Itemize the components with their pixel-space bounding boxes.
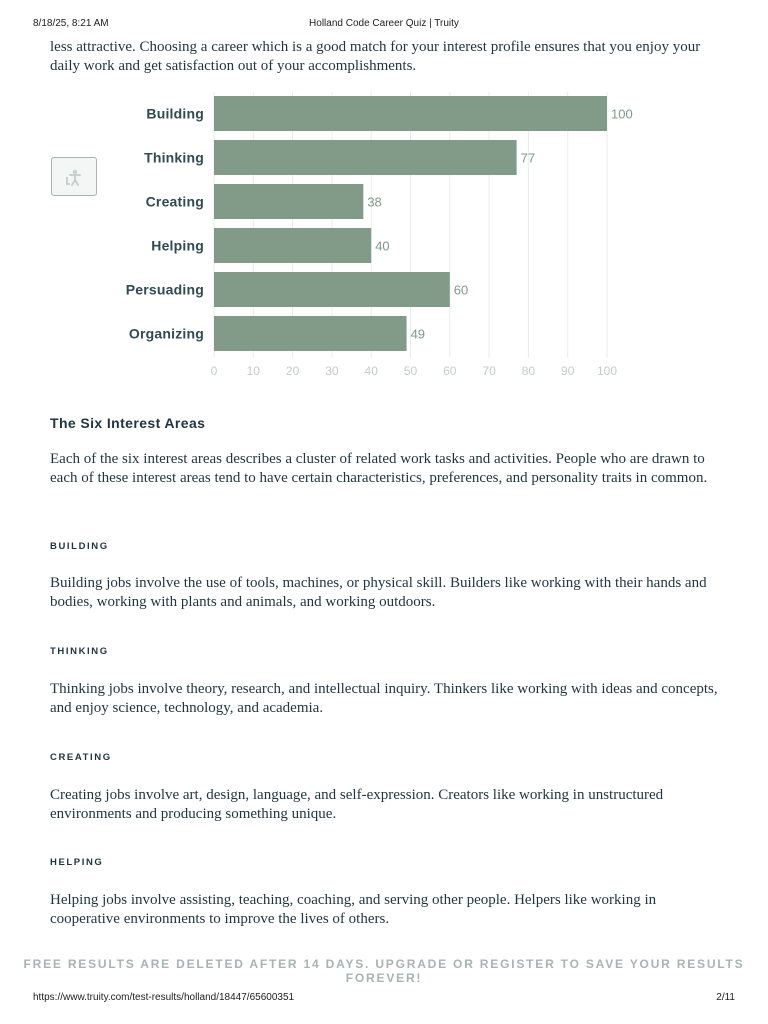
bar-persuading bbox=[214, 272, 450, 307]
save-results-banner[interactable]: FREE RESULTS ARE DELETED AFTER 14 DAYS. … bbox=[23, 957, 745, 985]
accessibility-icon bbox=[66, 169, 81, 186]
x-tick-label: 90 bbox=[561, 364, 575, 378]
category-label-helping: Helping bbox=[151, 238, 204, 254]
bar-helping bbox=[214, 228, 372, 263]
accessibility-button[interactable] bbox=[51, 157, 97, 196]
x-tick-label: 80 bbox=[522, 364, 536, 378]
x-tick-label: 60 bbox=[443, 364, 457, 378]
area-text-thinking: Thinking jobs involve theory, research, … bbox=[50, 681, 718, 716]
bar-building bbox=[214, 96, 607, 131]
x-tick-label: 40 bbox=[365, 364, 379, 378]
print-footer: https://www.truity.com/test-results/holl… bbox=[33, 992, 735, 1006]
print-url: https://www.truity.com/test-results/holl… bbox=[33, 992, 295, 1003]
area-text-building: Building jobs involve the use of tools, … bbox=[50, 575, 707, 610]
x-tick-label: 10 bbox=[247, 364, 261, 378]
section-intro: Each of the six interest areas describes… bbox=[50, 451, 708, 486]
category-label-persuading: Persuading bbox=[126, 282, 204, 298]
bar-thinking bbox=[214, 140, 517, 175]
print-datetime: 8/18/25, 8:21 AM bbox=[33, 18, 109, 29]
print-header: 8/18/25, 8:21 AM Holland Code Career Qui… bbox=[33, 18, 735, 32]
area-label-creating: CREATING bbox=[50, 752, 112, 763]
category-label-building: Building bbox=[146, 106, 204, 122]
x-tick-label: 20 bbox=[286, 364, 300, 378]
category-label-thinking: Thinking bbox=[144, 150, 204, 166]
area-label-helping: HELPING bbox=[50, 857, 104, 868]
value-label-persuading: 60 bbox=[454, 283, 468, 298]
x-tick-label: 0 bbox=[211, 364, 218, 378]
interest-chart: Building 100 Thinking 77 Creating 38 Helping 40… bbox=[40, 90, 680, 390]
x-tick-label: 30 bbox=[325, 364, 339, 378]
value-label-creating: 38 bbox=[367, 195, 381, 210]
bar-creating bbox=[214, 184, 364, 219]
area-label-thinking: THINKING bbox=[50, 646, 109, 657]
x-tick-label: 70 bbox=[482, 364, 496, 378]
value-label-organizing: 49 bbox=[411, 327, 425, 342]
area-text-creating: Creating jobs involve art, design, langu… bbox=[50, 787, 664, 822]
section-title: The Six Interest Areas bbox=[50, 415, 206, 431]
value-label-building: 100 bbox=[611, 107, 633, 122]
value-label-thinking: 77 bbox=[521, 151, 535, 166]
category-label-organizing: Organizing bbox=[129, 326, 204, 342]
area-label-building: BUILDING bbox=[50, 541, 109, 552]
print-page-title: Holland Code Career Quiz | Truity bbox=[309, 18, 459, 29]
bar-organizing bbox=[214, 316, 407, 351]
print-page-number: 2/11 bbox=[716, 992, 735, 1003]
x-tick-label: 100 bbox=[597, 364, 617, 378]
x-tick-label: 50 bbox=[404, 364, 418, 378]
category-label-creating: Creating bbox=[146, 194, 204, 210]
value-label-helping: 40 bbox=[375, 239, 389, 254]
area-text-helping: Helping jobs involve assisting, teaching… bbox=[50, 892, 657, 927]
intro-paragraph: less attractive. Choosing a career which… bbox=[50, 39, 701, 74]
